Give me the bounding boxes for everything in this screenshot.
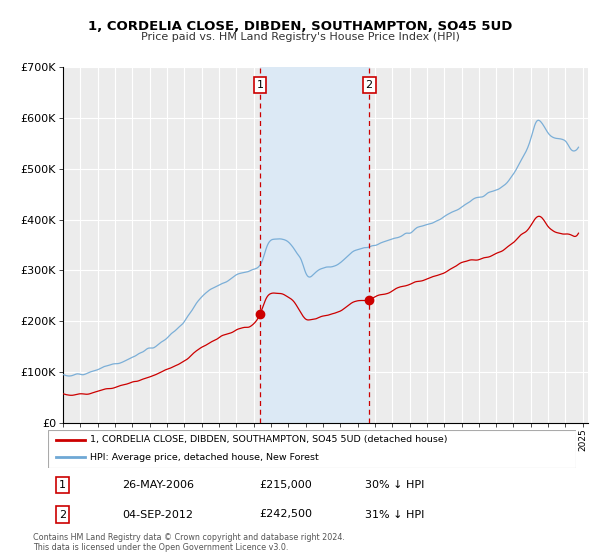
Text: Price paid vs. HM Land Registry's House Price Index (HPI): Price paid vs. HM Land Registry's House … (140, 32, 460, 43)
Text: 04-SEP-2012: 04-SEP-2012 (122, 510, 193, 520)
Bar (260, 67, 369, 423)
Text: This data is licensed under the Open Government Licence v3.0.: This data is licensed under the Open Gov… (33, 543, 289, 552)
Text: 1, CORDELIA CLOSE, DIBDEN, SOUTHAMPTON, SO45 5UD (detached house): 1, CORDELIA CLOSE, DIBDEN, SOUTHAMPTON, … (90, 435, 448, 444)
Text: 1: 1 (257, 80, 263, 90)
Text: 1: 1 (59, 480, 66, 490)
FancyBboxPatch shape (48, 430, 576, 468)
Text: £242,500: £242,500 (259, 510, 312, 520)
Text: 30% ↓ HPI: 30% ↓ HPI (365, 480, 424, 490)
Text: 2: 2 (365, 80, 373, 90)
Text: 31% ↓ HPI: 31% ↓ HPI (365, 510, 424, 520)
Text: 2: 2 (59, 510, 67, 520)
Text: Contains HM Land Registry data © Crown copyright and database right 2024.: Contains HM Land Registry data © Crown c… (33, 533, 345, 542)
Text: £215,000: £215,000 (259, 480, 312, 490)
Text: 26-MAY-2006: 26-MAY-2006 (122, 480, 194, 490)
Text: 1, CORDELIA CLOSE, DIBDEN, SOUTHAMPTON, SO45 5UD: 1, CORDELIA CLOSE, DIBDEN, SOUTHAMPTON, … (88, 20, 512, 32)
Text: HPI: Average price, detached house, New Forest: HPI: Average price, detached house, New … (90, 453, 319, 462)
